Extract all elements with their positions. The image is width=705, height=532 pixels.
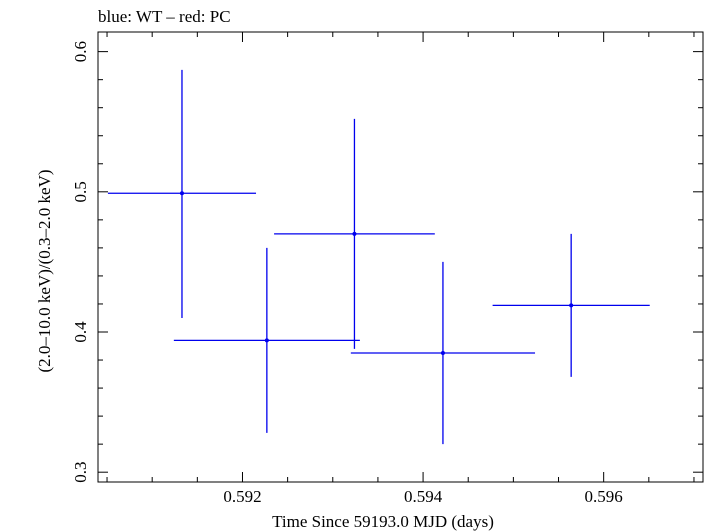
data-series — [107, 69, 650, 445]
x-tick-label: 0.592 — [223, 487, 261, 506]
data-point — [173, 247, 360, 433]
y-tick-label: 0.3 — [71, 462, 90, 483]
axis-ticks: 0.592 0.594 0.596 0.3 0.4 0.5 0.6 — [71, 32, 703, 506]
data-point — [492, 233, 650, 377]
x-tick-label: 0.596 — [585, 487, 623, 506]
x-axis-label: Time Since 59193.0 MJD (days) — [272, 512, 494, 531]
point-marker — [179, 191, 184, 196]
point-marker — [264, 338, 269, 343]
y-tick-label: 0.4 — [71, 321, 90, 343]
y-tick-label: 0.6 — [71, 41, 90, 62]
point-marker — [569, 303, 574, 308]
plot-frame — [97, 31, 704, 483]
data-point — [107, 69, 257, 318]
chart-title: blue: WT – red: PC — [98, 7, 231, 26]
point-marker — [352, 231, 357, 236]
data-point — [350, 261, 536, 445]
y-axis-label: (2.0–10.0 keV)/(0.3–2.0 keV) — [35, 169, 54, 372]
x-tick-label: 0.594 — [404, 487, 443, 506]
data-point — [274, 118, 435, 349]
y-tick-label: 0.5 — [71, 181, 90, 202]
point-marker — [440, 351, 445, 356]
